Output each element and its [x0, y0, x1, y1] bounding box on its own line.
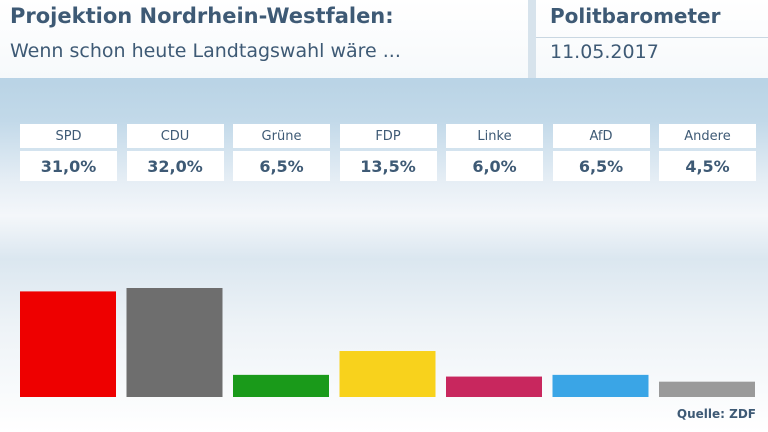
bar-fdp [339, 351, 436, 397]
party-name-label: Linke [446, 124, 543, 148]
bar-grüne [233, 374, 329, 397]
party-value-label: 4,5% [659, 151, 756, 181]
party-name-label: FDP [339, 124, 437, 148]
source-label: Quelle: ZDF [676, 407, 756, 421]
party-box: SPD 31,0% [20, 124, 117, 181]
party-value-label: 13,5% [339, 151, 437, 181]
party-value-label: 6,0% [446, 151, 543, 181]
party-box: Andere 4,5% [659, 124, 756, 181]
party-name-label: Grüne [233, 124, 330, 148]
chart-title: Projektion Nordrhein-Westfalen: [10, 4, 394, 28]
party-box: Grüne 6,5% [233, 124, 330, 181]
brand-label: Politbarometer [550, 4, 721, 28]
bar-afd [552, 374, 649, 397]
party-box: CDU 32,0% [126, 124, 224, 181]
bar-linke [446, 376, 542, 397]
header-right-panel: Politbarometer 11.05.2017 [536, 0, 768, 78]
party-box: FDP 13,5% [339, 124, 437, 181]
party-box: Linke 6,0% [446, 124, 543, 181]
party-name-label: CDU [126, 124, 224, 148]
bar-andere [659, 381, 755, 397]
party-name-label: Andere [659, 124, 756, 148]
header-rule [536, 37, 768, 38]
chart-subtitle: Wenn schon heute Landtagswahl wäre ... [10, 40, 401, 62]
party-value-label: 6,5% [233, 151, 330, 181]
party-value-label: 6,5% [552, 151, 650, 181]
party-value-label: 31,0% [20, 151, 117, 181]
bar-spd [20, 291, 116, 397]
party-name-label: SPD [20, 124, 117, 148]
party-name-label: AfD [552, 124, 650, 148]
party-value-label: 32,0% [126, 151, 224, 181]
header-divider [528, 0, 536, 78]
bar-cdu [126, 288, 223, 397]
header-left-panel: Projektion Nordrhein-Westfalen: Wenn sch… [0, 0, 528, 78]
party-box: AfD 6,5% [552, 124, 650, 181]
date-label: 11.05.2017 [550, 41, 659, 63]
